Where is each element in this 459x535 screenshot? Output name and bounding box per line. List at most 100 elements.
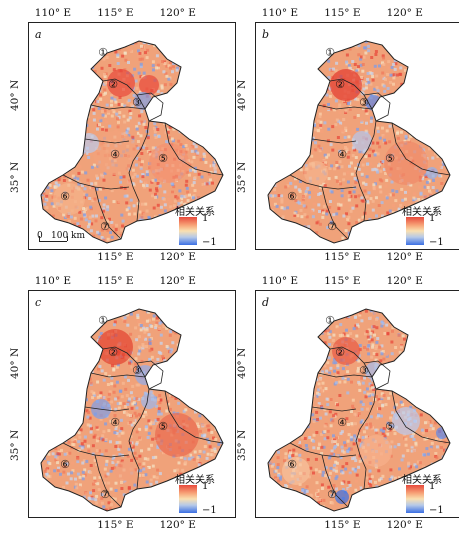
subregion-boundary xyxy=(321,454,349,508)
subregion-boundary xyxy=(84,138,130,144)
map-panel-c: 110° E 115° E 120° E ① ② ③ ④ ⑤ ⑥ ⑦ c 相关关系 1 −1 40° N 35… xyxy=(6,276,238,532)
legend-max-label: 1 xyxy=(202,481,209,492)
subregion-boundary xyxy=(102,78,146,110)
legend-title: 相关关系 xyxy=(175,475,215,486)
subregion-boundary xyxy=(311,138,357,144)
legend-color-ramp xyxy=(406,485,424,513)
region-label: ⑥ xyxy=(287,458,297,471)
subregion-boundary xyxy=(317,372,373,378)
bottom-longitude-tick: 120° E xyxy=(386,519,423,531)
map-frame: ① ② ③ ④ ⑤ ⑥ ⑦ d 相关关系 1 −1 xyxy=(255,290,459,518)
subregion-boundary xyxy=(128,120,150,222)
legend-min-label: −1 xyxy=(202,237,217,248)
subregion-boundary xyxy=(329,78,373,110)
region-label: ① xyxy=(98,46,108,59)
correlation-patch xyxy=(139,75,159,95)
subregion-boundary xyxy=(317,104,373,110)
subregion-boundary xyxy=(355,120,377,222)
region-label: ⑦ xyxy=(100,488,110,501)
correlation-patch xyxy=(304,161,328,185)
color-legend: 相关关系 1 −1 xyxy=(402,471,459,523)
correlation-patch xyxy=(436,427,448,439)
correlation-patch xyxy=(141,393,157,409)
study-area-boundary xyxy=(40,40,224,244)
region-label: ⑥ xyxy=(60,190,70,203)
top-longitude-tick: 110° E xyxy=(34,7,72,19)
region-label: ① xyxy=(325,46,335,59)
panel-letter: c xyxy=(35,296,42,309)
legend-min-label: −1 xyxy=(202,505,217,516)
scale-tick xyxy=(39,236,40,241)
legend-title: 相关关系 xyxy=(402,207,442,218)
bottom-longitude-tick: 120° E xyxy=(159,251,196,263)
region-label: ③ xyxy=(359,96,369,109)
latitude-tick: 35° N xyxy=(9,161,21,194)
bottom-longitude-tick: 115° E xyxy=(324,519,361,531)
bottom-longitude-tick: 115° E xyxy=(97,519,134,531)
subregion-boundary xyxy=(94,186,122,240)
correlation-patch xyxy=(282,457,310,485)
subregion-boundary xyxy=(363,92,391,122)
study-area-boundary xyxy=(267,308,451,512)
correlation-patch xyxy=(53,183,85,215)
bottom-longitude-tick: 115° E xyxy=(97,251,134,263)
correlation-map: ① ② ③ ④ ⑤ ⑥ ⑦ xyxy=(40,308,224,512)
region-label: ⑤ xyxy=(385,420,395,433)
region-label: ⑤ xyxy=(158,420,168,433)
region-label: ② xyxy=(335,346,345,359)
subregion-boundary xyxy=(90,104,146,110)
subregion-boundary xyxy=(391,122,451,176)
color-legend: 相关关系 1 −1 xyxy=(175,471,235,523)
region-label: ② xyxy=(108,78,118,91)
top-longitude-tick: 120° E xyxy=(386,275,423,287)
study-area-fill xyxy=(268,309,450,511)
subregion-boundary xyxy=(128,388,150,490)
subregion-boundary xyxy=(329,346,373,378)
subregion-boundary xyxy=(164,390,224,444)
correlation-patch xyxy=(155,413,199,457)
region-label: ③ xyxy=(132,96,142,109)
correlation-patch xyxy=(332,337,360,365)
region-label: ③ xyxy=(359,364,369,377)
map-panel-b: 110° E 115° E 120° E ① ② ③ ④ ⑤ ⑥ ⑦ b 相关关系 1 −1 40° N 35… xyxy=(233,8,459,264)
region-label: ⑦ xyxy=(100,220,110,233)
correlation-map: ① ② ③ ④ ⑤ ⑥ ⑦ xyxy=(267,40,451,244)
correlation-map: ① ② ③ ④ ⑤ ⑥ ⑦ xyxy=(267,308,451,512)
region-label: ④ xyxy=(110,416,120,429)
legend-max-label: 1 xyxy=(202,213,209,224)
region-label: ⑦ xyxy=(327,220,337,233)
bottom-longitude-tick: 115° E xyxy=(324,251,361,263)
legend-max-label: 1 xyxy=(429,481,436,492)
map-panel-d: 110° E 115° E 120° E ① ② ③ ④ ⑤ ⑥ ⑦ d 相关关系 1 −1 40° N 35… xyxy=(233,276,459,532)
legend-color-ramp xyxy=(406,217,424,245)
region-label: ④ xyxy=(337,416,347,429)
correlation-patch xyxy=(426,167,438,179)
latitude-tick: 35° N xyxy=(9,429,21,462)
map-panel-a: 110° E 115° E 120° E ① ② ③ ④ ⑤ ⑥ ⑦ a 相关关系 1 −1 0 100 km… xyxy=(6,8,238,264)
top-longitude-tick: 120° E xyxy=(386,7,423,19)
region-label: ① xyxy=(325,314,335,327)
top-longitude-tick: 115° E xyxy=(324,275,361,287)
subregion-boundary xyxy=(321,186,349,240)
bottom-longitude-tick: 120° E xyxy=(386,251,423,263)
region-label: ④ xyxy=(110,148,120,161)
panel-letter: b xyxy=(262,28,270,41)
legend-max-label: 1 xyxy=(429,213,436,224)
scale-line xyxy=(39,241,67,242)
latitude-tick: 40° N xyxy=(236,79,248,111)
correlation-patch xyxy=(107,69,135,97)
top-longitude-tick: 115° E xyxy=(324,7,361,19)
region-label: ② xyxy=(108,346,118,359)
legend-min-label: −1 xyxy=(429,237,444,248)
subregion-boundary xyxy=(164,122,224,176)
subregion-boundary xyxy=(136,92,164,122)
color-legend: 相关关系 1 −1 xyxy=(402,203,459,255)
correlation-patch xyxy=(79,133,99,153)
scale-distance-label: 100 km xyxy=(51,231,86,241)
correlation-patch xyxy=(360,435,392,467)
correlation-patch xyxy=(392,407,420,435)
panel-letter: d xyxy=(262,296,270,309)
correlation-patch xyxy=(330,69,362,101)
region-label: ③ xyxy=(132,364,142,377)
latitude-tick: 40° N xyxy=(9,79,21,111)
